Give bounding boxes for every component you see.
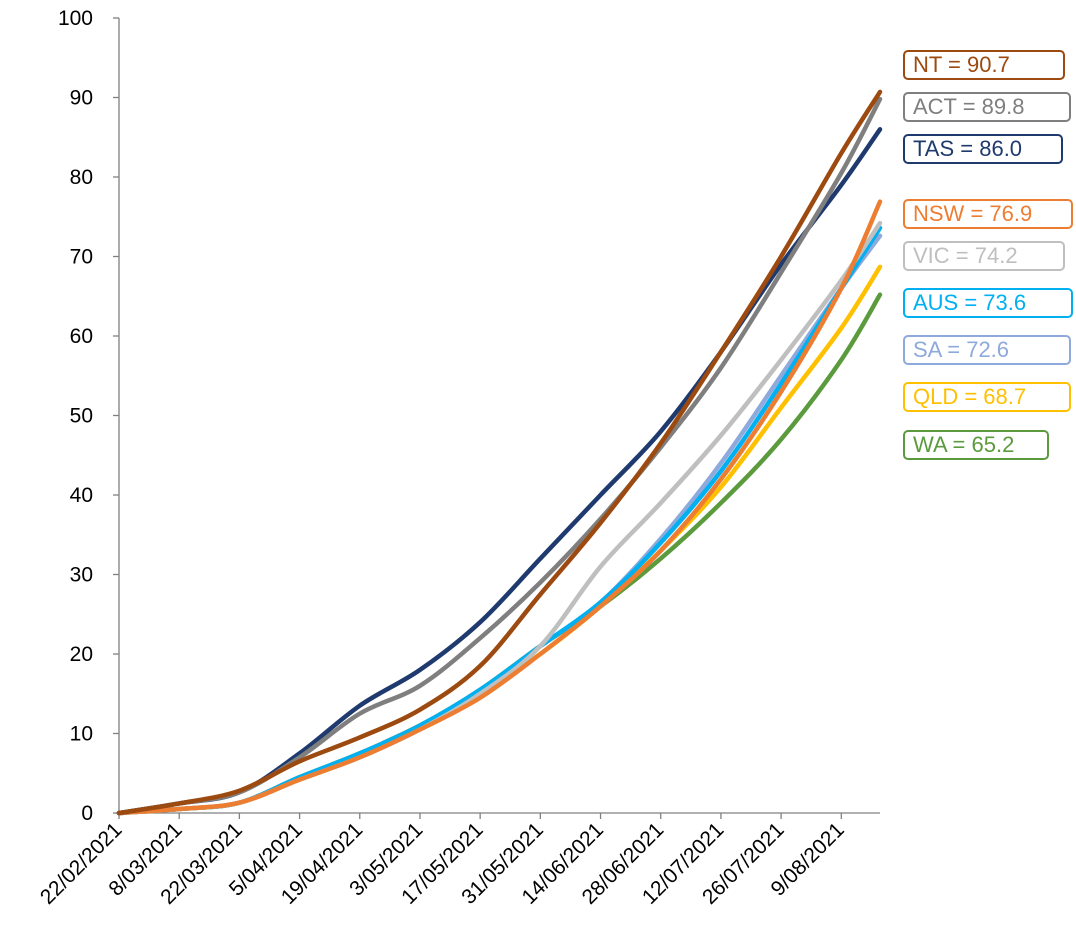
legend-label-act: ACT = 89.8	[903, 92, 1071, 122]
y-tick-label: 50	[70, 405, 93, 428]
series-line-qld	[116, 264, 883, 816]
y-tick-label: 30	[70, 564, 93, 587]
series-line-tas	[116, 127, 883, 816]
y-tick-label: 0	[81, 802, 93, 825]
series-line-aus	[116, 225, 883, 816]
y-tick-label: 60	[70, 325, 93, 348]
y-tick-label: 10	[70, 723, 93, 746]
series-line-nsw	[116, 199, 883, 816]
legend-label-aus: AUS = 73.6	[903, 288, 1073, 318]
x-tick-label: 22/02/2021	[36, 818, 127, 909]
y-tick-label: 70	[70, 246, 93, 269]
axes	[113, 17, 880, 819]
y-tick-label: 100	[58, 7, 93, 30]
series-lines	[116, 89, 883, 816]
y-tick-label: 90	[70, 87, 93, 110]
series-line-sa	[116, 233, 883, 816]
series-line-nt	[116, 89, 883, 816]
y-tick-label: 80	[70, 166, 93, 189]
series-line-wa	[116, 292, 883, 816]
legend-label-qld: QLD = 68.7	[903, 382, 1071, 412]
legend-label-wa: WA = 65.2	[903, 430, 1049, 460]
series-line-vic	[116, 220, 883, 816]
legend-label-sa: SA = 72.6	[903, 335, 1071, 365]
y-tick-label: 40	[70, 484, 93, 507]
legend-label-vic: VIC = 74.2	[903, 241, 1065, 271]
y-tick-label: 20	[70, 643, 93, 666]
legend-label-nsw: NSW = 76.9	[903, 199, 1073, 229]
legend-label-nt: NT = 90.7	[903, 50, 1065, 80]
legend-label-tas: TAS = 86.0	[903, 134, 1063, 164]
